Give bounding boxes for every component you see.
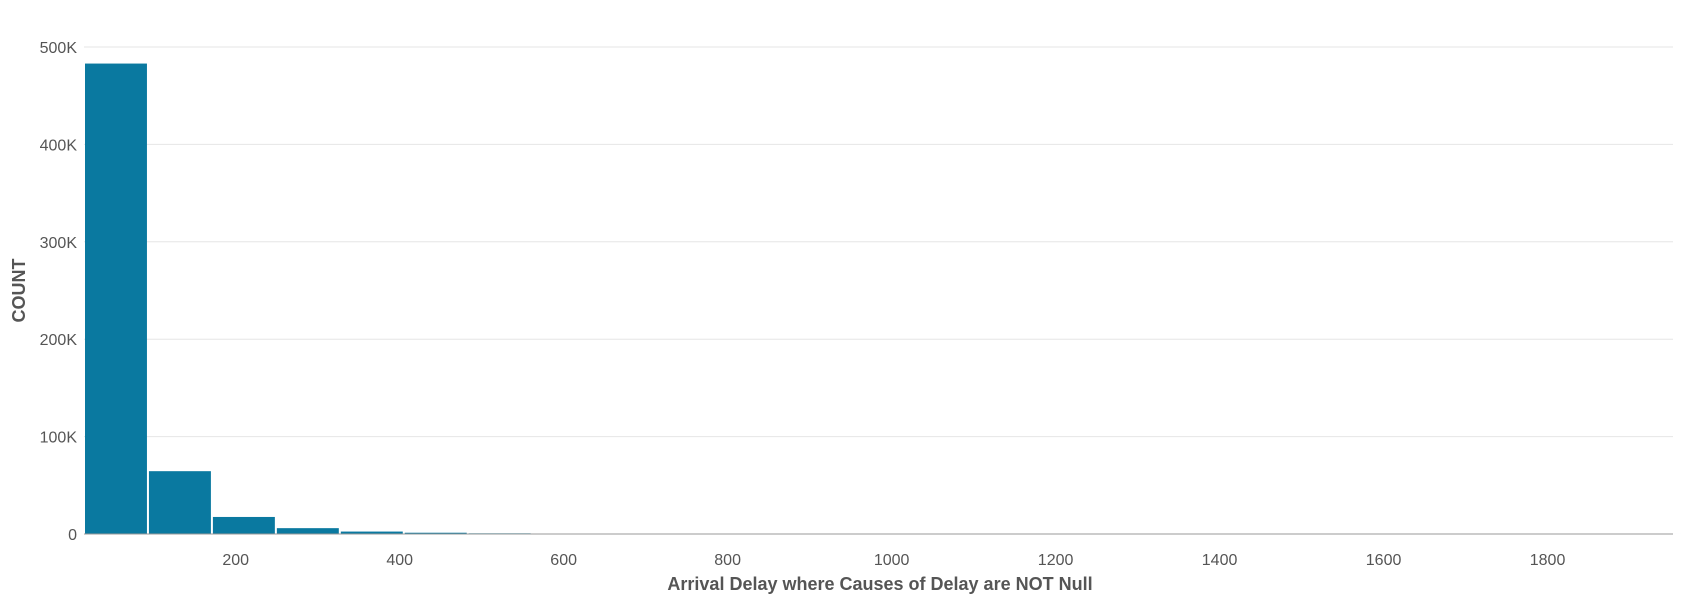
x-tick-label: 1400 (1202, 552, 1238, 569)
x-tick-label: 400 (386, 552, 413, 569)
x-tick-label: 1800 (1530, 552, 1566, 569)
gridlines (84, 47, 1673, 437)
x-tick-label: 1200 (1038, 552, 1074, 569)
histogram-bar (85, 64, 147, 534)
y-tick-labels: 0 100K 200K 300K 400K 500K (40, 40, 78, 544)
x-tick-label: 800 (714, 552, 741, 569)
x-axis-title: Arrival Delay where Causes of Delay are … (667, 574, 1092, 594)
histogram-bar (213, 517, 275, 534)
y-tick-label: 100K (40, 430, 78, 447)
y-tick-label: 300K (40, 235, 78, 252)
y-tick-label: 0 (68, 527, 77, 544)
histogram-bar (277, 528, 339, 534)
y-tick-label: 500K (40, 40, 78, 57)
x-tick-label: 200 (222, 552, 249, 569)
x-tick-label: 1600 (1366, 552, 1402, 569)
y-tick-label: 400K (40, 137, 78, 154)
y-axis-title: COUNT (9, 259, 29, 323)
x-tick-label: 1000 (874, 552, 910, 569)
y-tick-label: 200K (40, 332, 78, 349)
x-tick-labels: 200 400 600 800 1000 1200 1400 1600 1800 (222, 552, 1565, 569)
histogram-bar (149, 471, 211, 534)
x-tick-label: 600 (550, 552, 577, 569)
bars (85, 64, 1681, 534)
